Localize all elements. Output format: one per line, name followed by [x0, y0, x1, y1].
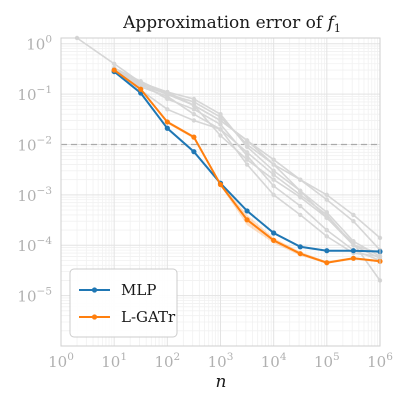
- background-series-point: [244, 138, 250, 143]
- background-series-point: [271, 183, 276, 189]
- x-tick-label: 105: [314, 351, 340, 371]
- background-series-point: [191, 111, 197, 117]
- background-series-point: [244, 150, 250, 155]
- background-series-point: [218, 118, 223, 123]
- legend-box: [69, 268, 178, 338]
- background-series-point: [218, 122, 223, 127]
- background-series-point: [191, 96, 197, 102]
- x-tick-label: 106: [367, 351, 393, 371]
- background-series-point: [165, 107, 170, 112]
- background-series-point: [298, 203, 303, 209]
- background-series-point: [138, 79, 143, 84]
- y-tick-label: 10−4: [17, 235, 52, 255]
- background-series-point: [244, 157, 250, 162]
- mlp-point: [297, 244, 303, 250]
- plot-frame: [60, 37, 381, 347]
- y-tick-label: 10−5: [17, 286, 52, 306]
- plot-area: 100 101 102 103 104 105 106 100 10−1 10−2 10−3 10−4…: [17, 34, 393, 371]
- background-series-point: [218, 127, 223, 132]
- legend-marker-l-gatr: [91, 314, 98, 320]
- background-series-point: [271, 172, 276, 178]
- background-series-point: [324, 234, 330, 239]
- l-gatr-point: [164, 119, 170, 125]
- x-axis-label: n: [216, 372, 227, 392]
- x-tick-label: 100: [48, 351, 74, 371]
- background-series-point: [351, 239, 356, 244]
- background-series-point: [111, 61, 117, 66]
- x-tick-label: 102: [154, 351, 180, 371]
- x-tick-label: 104: [261, 351, 287, 371]
- l-gatr-point: [217, 181, 224, 188]
- background-series-point: [271, 192, 276, 198]
- mlp-point: [164, 125, 170, 131]
- background-series-point: [244, 144, 250, 149]
- l-gatr-point: [271, 237, 277, 243]
- l-gatr-point: [111, 67, 117, 73]
- background-series-point: [298, 212, 303, 218]
- l-gatr-point: [350, 255, 357, 261]
- l-gatr-point: [244, 217, 250, 223]
- y-tick-label: 10−2: [17, 134, 52, 154]
- background-series-point: [298, 188, 303, 194]
- background-series-point: [351, 243, 356, 248]
- background-series-point: [218, 133, 223, 138]
- l-gatr-point: [138, 86, 144, 92]
- background-series-point: [191, 107, 197, 112]
- y-tick-label: 10−3: [17, 185, 52, 205]
- background-series-point: [191, 103, 197, 108]
- background-series-point: [191, 118, 197, 123]
- background-series-point: [298, 177, 303, 182]
- chart-title: Approximation error of f1: [122, 13, 341, 35]
- mlp-point: [191, 149, 197, 155]
- l-gatr-point: [297, 251, 303, 257]
- legend: MLP L-GATr: [69, 268, 178, 338]
- y-tick-label: 100: [26, 34, 52, 54]
- mlp-point: [271, 230, 277, 236]
- background-series-point: [244, 162, 250, 167]
- background-series-point: [351, 212, 356, 218]
- background-series-point: [271, 177, 276, 182]
- background-series-point: [351, 219, 356, 224]
- y-tick-label: 10−1: [17, 84, 52, 104]
- mlp-point: [244, 208, 250, 214]
- l-gatr-point: [191, 134, 197, 140]
- mlp-point: [324, 248, 330, 254]
- mlp-point: [350, 248, 357, 254]
- legend-label-mlp: MLP: [121, 281, 156, 299]
- x-tick-label: 103: [208, 351, 234, 371]
- background-series-point: [271, 157, 276, 162]
- background-series-point: [324, 215, 330, 221]
- legend-marker-mlp: [91, 287, 98, 293]
- x-tick-label: 101: [101, 351, 127, 371]
- legend-label-l-gatr: L-GATr: [121, 308, 176, 326]
- background-series-point: [324, 197, 330, 202]
- l-gatr-point: [324, 260, 330, 266]
- background-series-point: [244, 153, 250, 158]
- background-series-point: [271, 162, 276, 167]
- background-series-point: [271, 168, 276, 174]
- background-series-point: [324, 192, 330, 198]
- background-series-point: [298, 194, 303, 200]
- background-series-point: [165, 91, 170, 97]
- background-series-point: [324, 227, 330, 233]
- background-series-point: [218, 111, 223, 117]
